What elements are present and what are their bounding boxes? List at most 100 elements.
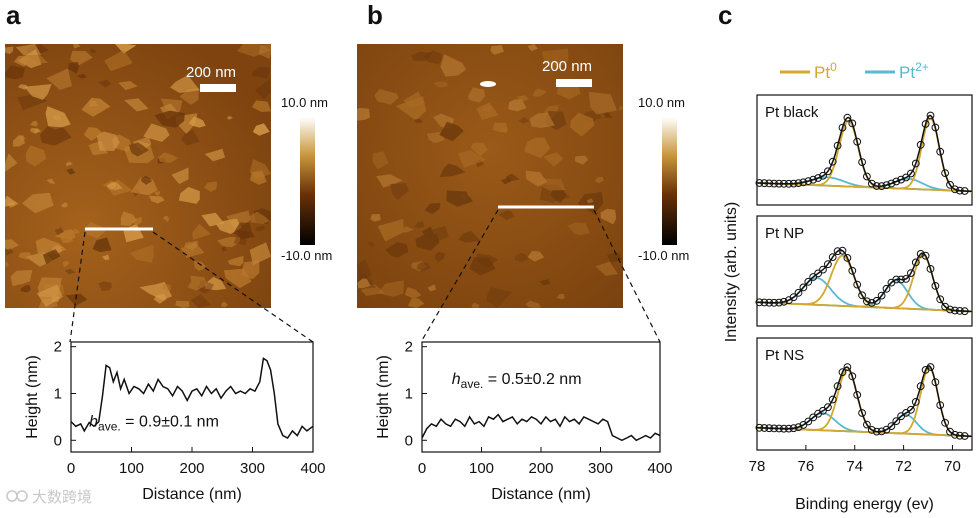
afm-flake xyxy=(500,177,512,185)
x-tick-label: 100 xyxy=(119,460,144,477)
afm-flake xyxy=(532,88,547,97)
afm-flake xyxy=(180,242,205,258)
xps-data-point xyxy=(780,179,788,188)
xps-data-point xyxy=(872,182,881,190)
afm-flake xyxy=(529,112,555,128)
xps-data-point xyxy=(794,179,803,188)
x-tick-label: 300 xyxy=(240,460,265,477)
xps-data-point xyxy=(843,113,852,122)
xps-data-point xyxy=(867,299,876,307)
afm-flake xyxy=(216,237,241,248)
afm-flake xyxy=(258,44,271,59)
xps-data-point xyxy=(863,297,871,306)
xps-frame xyxy=(756,215,973,327)
xps-data-point xyxy=(892,417,901,426)
afm-flake xyxy=(490,45,504,55)
watermark-logo-icon xyxy=(6,490,18,502)
afm-flake xyxy=(249,242,271,266)
afm-flake xyxy=(5,153,18,172)
xps-data-point xyxy=(775,179,783,188)
afm-flake xyxy=(372,151,389,170)
xps-data-point xyxy=(955,431,964,440)
x-tick-label: 400 xyxy=(300,460,325,477)
zoom-guide-b-right xyxy=(593,209,661,343)
afm-flake xyxy=(5,239,19,251)
xps-data-point xyxy=(877,291,886,300)
afm-flake xyxy=(408,298,425,308)
afm-flake xyxy=(223,268,252,289)
afm-flake xyxy=(514,253,529,263)
afm-flake xyxy=(54,227,64,236)
afm-flake xyxy=(567,222,590,236)
xps-data-point xyxy=(775,298,783,307)
afm-flake xyxy=(446,190,473,207)
y-tick-label: 1 xyxy=(54,385,62,402)
afm-flake xyxy=(15,44,42,56)
xps-data-point xyxy=(892,177,901,186)
afm-flake xyxy=(477,253,499,268)
xps-data-point xyxy=(960,432,969,440)
xps-data-point xyxy=(911,159,920,168)
afm-flake xyxy=(414,221,425,229)
xps-data-point xyxy=(789,424,798,433)
afm-flake xyxy=(188,116,206,128)
xps-data-point xyxy=(872,296,881,305)
scale-bar-b xyxy=(556,79,592,87)
afm-flake xyxy=(249,211,270,224)
afm-flake xyxy=(30,54,49,64)
afm-flake xyxy=(518,117,530,124)
afm-flake xyxy=(175,300,190,308)
afm-flake xyxy=(66,168,76,175)
afm-flake xyxy=(357,107,371,121)
afm-flake xyxy=(468,87,485,103)
x-tick-label: 200 xyxy=(179,460,204,477)
xps-legend: Pt0 Pt2+ xyxy=(780,60,929,82)
afm-flake xyxy=(118,81,138,91)
xps-data-point xyxy=(921,120,930,128)
xps-data-point xyxy=(794,423,803,432)
afm-flake xyxy=(574,155,589,165)
afm-flake xyxy=(390,183,409,200)
zoom-guide-b-left xyxy=(420,209,499,343)
xps-data-point xyxy=(887,179,896,188)
xps-data-point xyxy=(809,175,818,184)
x-tick-label: 300 xyxy=(588,460,613,477)
x-tick-label: 76 xyxy=(798,458,815,475)
xps-data-point xyxy=(941,418,949,427)
xps-subplot: Pt black xyxy=(755,94,973,206)
afm-flake xyxy=(525,170,548,187)
afm-flake xyxy=(170,75,200,93)
xps-spectra: Pt black Pt NP Pt NS 78 76 74 72 70 Binding ener… xyxy=(723,94,973,513)
afm-flake xyxy=(508,99,527,112)
afm-flake xyxy=(161,284,172,292)
afm-flake xyxy=(433,81,448,88)
y-axis-label: Height (nm) xyxy=(375,355,392,439)
colorbar-a: 10.0 nm -10.0 nm xyxy=(281,95,332,263)
afm-flakes-b xyxy=(357,44,623,308)
afm-flake xyxy=(106,181,117,190)
afm-flake xyxy=(586,198,594,204)
zoom-guide-a-left xyxy=(69,231,86,343)
scale-bar-label-b: 200 nm xyxy=(542,58,592,75)
afm-flake xyxy=(143,123,170,142)
plot-frame xyxy=(421,341,661,453)
xps-data-point xyxy=(926,265,935,273)
afm-flake xyxy=(30,120,38,127)
afm-flake xyxy=(385,242,409,258)
legend-label-pt0: Pt0 xyxy=(814,60,837,82)
afm-flake xyxy=(439,121,464,142)
xps-data-point xyxy=(897,175,905,184)
xps-data-point xyxy=(858,291,866,300)
afm-flake xyxy=(556,293,565,300)
afm-flake xyxy=(252,100,271,112)
xps-sample-label: Pt NS xyxy=(765,347,804,364)
xps-data-point xyxy=(799,178,808,187)
afm-flake xyxy=(377,280,404,297)
xps-data-point xyxy=(814,269,822,278)
xps-data-point xyxy=(858,409,866,417)
xps-data-point xyxy=(848,372,857,381)
x-axis-label: Distance (nm) xyxy=(142,486,242,503)
afm-flake xyxy=(192,223,212,240)
xps-data-point xyxy=(789,179,798,188)
afm-flake xyxy=(5,65,25,80)
